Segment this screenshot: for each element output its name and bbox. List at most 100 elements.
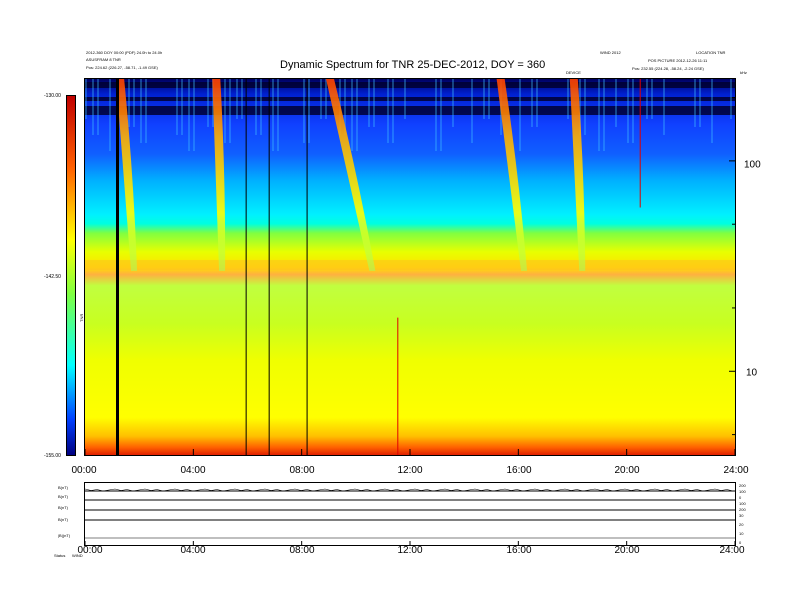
plasma-line-band (85, 259, 735, 270)
background-streak (272, 79, 274, 151)
background-streak (188, 79, 190, 151)
lower-x-tick-label: 00:00 (77, 545, 103, 556)
background-streak (471, 79, 473, 143)
background-streak (536, 79, 538, 127)
background-streak (615, 79, 617, 127)
lower-right-label: 30 (739, 513, 744, 518)
background-streak (140, 79, 142, 143)
lower-panel (84, 482, 736, 546)
lower-right-label: 200 (739, 507, 746, 512)
y-tick-label: 100 (744, 159, 761, 171)
background-streak (255, 79, 257, 135)
y-tick-label: 10 (746, 367, 758, 379)
background-streak (488, 79, 490, 119)
background-streak (85, 79, 87, 119)
lower-left-label: B(nT) (58, 485, 68, 490)
header-right-line-1: WIND 2012 (600, 50, 621, 55)
type-iii-burst (569, 79, 586, 271)
header-left-line-1: 2012-360 DOY 00:00 (PDF) 24.0h to 24.0h (86, 50, 163, 55)
background-streak (303, 79, 305, 143)
background-streak (241, 79, 243, 119)
background-streak (109, 79, 111, 151)
type-iii-burst (212, 79, 226, 271)
lower-right-label: 10 (739, 531, 744, 536)
interference-band (85, 82, 735, 88)
background-streak (699, 79, 701, 127)
colorbar-gradient (67, 96, 75, 455)
x-tick-label: 08:00 (289, 465, 315, 476)
background-streak (651, 79, 653, 119)
colorbar (66, 95, 76, 456)
colorbar-tick-label: -155.00 (44, 453, 61, 459)
lower-right-label: 20 (739, 522, 744, 527)
background-streak (224, 79, 226, 143)
background-streak (603, 79, 605, 151)
background-streak (92, 79, 94, 135)
lower-right-label: 200 (739, 483, 746, 488)
chart-title: Dynamic Spectrum for TNR 25-DEC-2012, DO… (280, 59, 546, 71)
header-left-line-2: ASUSFRAM 8 TNR (86, 57, 121, 62)
lower-right-label: 0 (739, 540, 742, 545)
background-streak (584, 79, 586, 135)
background-streak (483, 79, 485, 119)
x-tick-label: 00:00 (71, 465, 97, 476)
interference-band (85, 97, 735, 101)
background-streak (567, 79, 569, 119)
background-streak (193, 79, 195, 151)
lower-footer-label: Status (54, 553, 66, 558)
x-tick-label: 16:00 (506, 465, 532, 476)
header-right-line-4: Pos: 232.55 (224.28, -58.24, -2.24 GSE) (632, 66, 704, 71)
background-streak (632, 79, 634, 143)
background-streak (176, 79, 178, 135)
background-streak (133, 79, 135, 127)
background-streak (694, 79, 696, 127)
background-streak (145, 79, 147, 143)
header-center-device: DEVICE (566, 70, 581, 75)
colorbar-tick-label: -142.50 (44, 274, 61, 280)
x-tick-label: 12:00 (397, 465, 423, 476)
background-streak (229, 79, 231, 143)
lower-footer-label: WIND (72, 553, 83, 558)
background-streak (663, 79, 665, 135)
header-right-line-2: LOCATION TNR (696, 50, 726, 55)
background-streak (598, 79, 600, 151)
x-tick-label: 04:00 (180, 465, 206, 476)
lower-left-label: B(nT) (58, 494, 68, 499)
background-streak (519, 79, 521, 151)
header-left-line-3: Pos: 224.62 (226.27, -58.71, -1.49 GSE) (86, 65, 158, 70)
background-streak (373, 79, 375, 127)
header-right-line-3: POS PICTURE 2012-12-26 11:11 (648, 58, 708, 63)
x-tick-label: 20:00 (614, 465, 640, 476)
lower-right-label: 100 (739, 501, 746, 506)
background-streak (627, 79, 629, 143)
spectrogram-svg (85, 79, 735, 455)
spectrogram-panel (84, 78, 736, 456)
interference-band (85, 106, 735, 115)
background-streak (452, 79, 454, 127)
background-streak (207, 79, 209, 127)
background-streak (236, 79, 238, 119)
y-unit-label: kHz (740, 70, 747, 75)
background-streak (392, 79, 394, 143)
background-streak (181, 79, 183, 135)
background-streak (260, 79, 262, 135)
lower-left-label: B(nT) (58, 517, 68, 522)
lower-x-tick-label: 08:00 (289, 545, 315, 556)
colorbar-tick-label: -130.00 (44, 93, 61, 99)
background-streak (440, 79, 442, 151)
magnetic-field-trace (85, 488, 734, 492)
background-streak (531, 79, 533, 127)
background-streak (308, 79, 310, 143)
background-streak (646, 79, 648, 119)
background-streak (97, 79, 99, 135)
background-streak (404, 79, 406, 119)
background-streak (212, 79, 214, 127)
lower-right-label: 100 (739, 489, 746, 494)
background-streak (435, 79, 437, 151)
background-streak (387, 79, 389, 143)
lower-left-label: |B|(nT) (58, 533, 71, 538)
background-streak (730, 79, 732, 119)
lower-left-label: B(nT) (58, 505, 68, 510)
lower-right-label: 0 (739, 495, 742, 500)
background-streak (579, 79, 581, 135)
